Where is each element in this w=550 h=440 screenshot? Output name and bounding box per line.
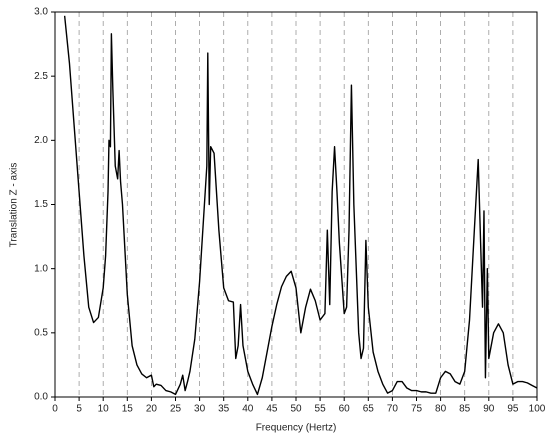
x-tick-label: 80	[435, 404, 447, 415]
x-tick-label: 50	[290, 404, 302, 415]
x-tick-label: 65	[363, 404, 375, 415]
y-tick-label: 1.5	[34, 199, 48, 210]
x-axis-label: Frequency (Hertz)	[256, 423, 337, 434]
x-tick-label: 40	[242, 404, 254, 415]
x-tick-label: 70	[387, 404, 399, 415]
x-tick-label: 25	[170, 404, 182, 415]
y-tick-label: 2.5	[34, 71, 48, 82]
x-tick-label: 0	[52, 404, 58, 415]
x-tick-label: 15	[122, 404, 134, 415]
y-tick-label: 2.0	[34, 135, 48, 146]
y-tick-label: 1.0	[34, 263, 48, 274]
x-tick-label: 75	[411, 404, 423, 415]
y-tick-label: 3.0	[34, 7, 48, 18]
x-tick-label: 35	[218, 404, 230, 415]
plot-frame	[54, 11, 538, 398]
x-tick-label: 90	[483, 404, 495, 415]
y-tick-label: 0.0	[34, 392, 48, 403]
x-tick-label: 30	[194, 404, 206, 415]
x-tick-label: 10	[98, 404, 110, 415]
x-tick-label: 55	[315, 404, 327, 415]
y-axis-label: Translation Z - axis	[9, 163, 20, 248]
x-tick-label: 45	[266, 404, 278, 415]
x-tick-label: 85	[459, 404, 471, 415]
x-tick-label: 5	[76, 404, 82, 415]
x-tick-label: 60	[339, 404, 351, 415]
x-tick-label: 20	[146, 404, 158, 415]
x-tick-label: 100	[529, 404, 546, 415]
x-tick-label: 95	[507, 404, 519, 415]
y-tick-label: 0.5	[34, 327, 48, 338]
line-series	[63, 15, 538, 396]
